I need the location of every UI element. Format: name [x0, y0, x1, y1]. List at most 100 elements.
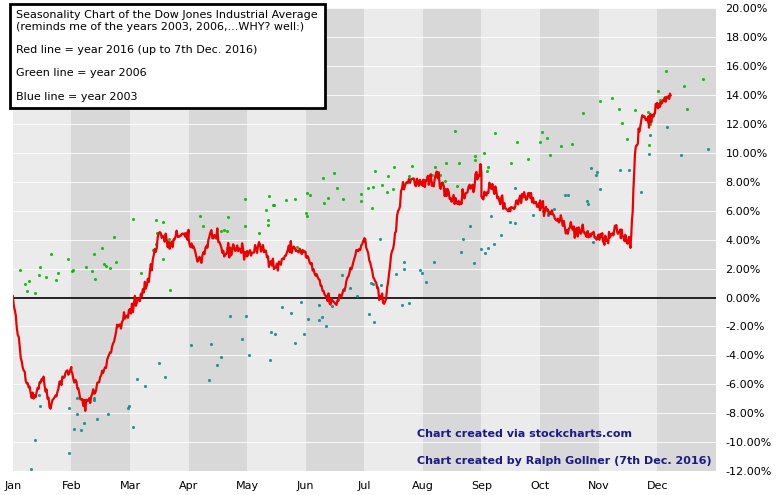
Point	[657, 94, 670, 102]
Point	[697, 75, 709, 83]
Point	[614, 166, 626, 174]
Point	[344, 284, 356, 292]
Point	[606, 94, 618, 102]
Point	[29, 437, 41, 445]
Point	[75, 426, 88, 434]
Point	[221, 227, 234, 235]
Point	[71, 394, 83, 402]
Point	[320, 322, 332, 330]
Point	[582, 200, 594, 208]
Point	[642, 118, 654, 126]
Point	[123, 402, 136, 410]
Point	[468, 259, 480, 267]
Point	[147, 246, 159, 253]
Point	[616, 119, 629, 127]
Point	[351, 292, 363, 299]
Point	[541, 135, 553, 143]
Point	[396, 301, 408, 309]
Point	[260, 206, 272, 214]
Point	[184, 240, 196, 248]
Point	[135, 269, 147, 277]
Bar	[247, 8, 306, 471]
Point	[63, 449, 75, 457]
Point	[474, 245, 487, 253]
Point	[331, 184, 344, 192]
Point	[612, 105, 625, 113]
Point	[63, 404, 75, 412]
Point	[365, 279, 378, 287]
Point	[316, 313, 328, 321]
Point	[301, 189, 314, 197]
Point	[644, 131, 656, 139]
Point	[495, 231, 508, 239]
Point	[485, 211, 497, 219]
Point	[33, 402, 46, 410]
Point	[33, 392, 45, 399]
Point	[265, 328, 277, 336]
Point	[24, 465, 36, 473]
Point	[397, 258, 410, 266]
Point	[127, 215, 140, 223]
Point	[387, 185, 400, 193]
Point	[95, 245, 108, 252]
Point	[587, 239, 599, 247]
Point	[369, 167, 382, 175]
Point	[238, 222, 251, 230]
Point	[477, 149, 490, 157]
Point	[298, 330, 310, 338]
Point	[416, 269, 428, 277]
Point	[263, 193, 275, 200]
Point	[382, 172, 394, 180]
Point	[313, 301, 325, 309]
Point	[621, 135, 633, 143]
Bar	[189, 8, 247, 471]
Point	[150, 240, 162, 248]
Point	[398, 265, 411, 273]
Bar	[598, 8, 657, 471]
Point	[423, 172, 435, 180]
Point	[591, 168, 603, 176]
Point	[163, 235, 175, 243]
Point	[295, 298, 307, 306]
Point	[21, 287, 33, 295]
Point	[151, 229, 163, 237]
Point	[438, 177, 451, 185]
Point	[264, 356, 276, 364]
Point	[153, 359, 165, 367]
Point	[262, 216, 275, 224]
Point	[68, 425, 81, 433]
Bar	[12, 8, 71, 471]
Point	[262, 221, 274, 229]
Point	[157, 254, 169, 262]
Point	[439, 159, 452, 167]
Point	[285, 309, 297, 317]
Point	[363, 310, 376, 318]
Point	[464, 222, 476, 230]
Text: Seasonality Chart of the Dow Jones Industrial Average
(reminds me of the years 2: Seasonality Chart of the Dow Jones Indus…	[16, 10, 318, 101]
Point	[527, 211, 539, 219]
Point	[390, 270, 402, 278]
Point	[429, 163, 442, 171]
Point	[159, 373, 171, 381]
Point	[91, 415, 103, 423]
Point	[371, 283, 383, 291]
Point	[420, 278, 432, 286]
Point	[126, 423, 139, 431]
Point	[66, 267, 78, 275]
Point	[381, 188, 393, 196]
Point	[504, 218, 517, 226]
Point	[534, 138, 546, 146]
Point	[482, 163, 494, 171]
Point	[109, 258, 122, 266]
Point	[150, 216, 162, 224]
Point	[555, 142, 567, 150]
Point	[67, 266, 79, 274]
Bar	[481, 8, 540, 471]
Point	[355, 191, 367, 198]
Point	[651, 88, 663, 96]
Point	[326, 302, 338, 310]
Point	[224, 312, 237, 320]
Point	[23, 277, 35, 285]
Point	[365, 204, 378, 212]
Point	[164, 287, 176, 295]
